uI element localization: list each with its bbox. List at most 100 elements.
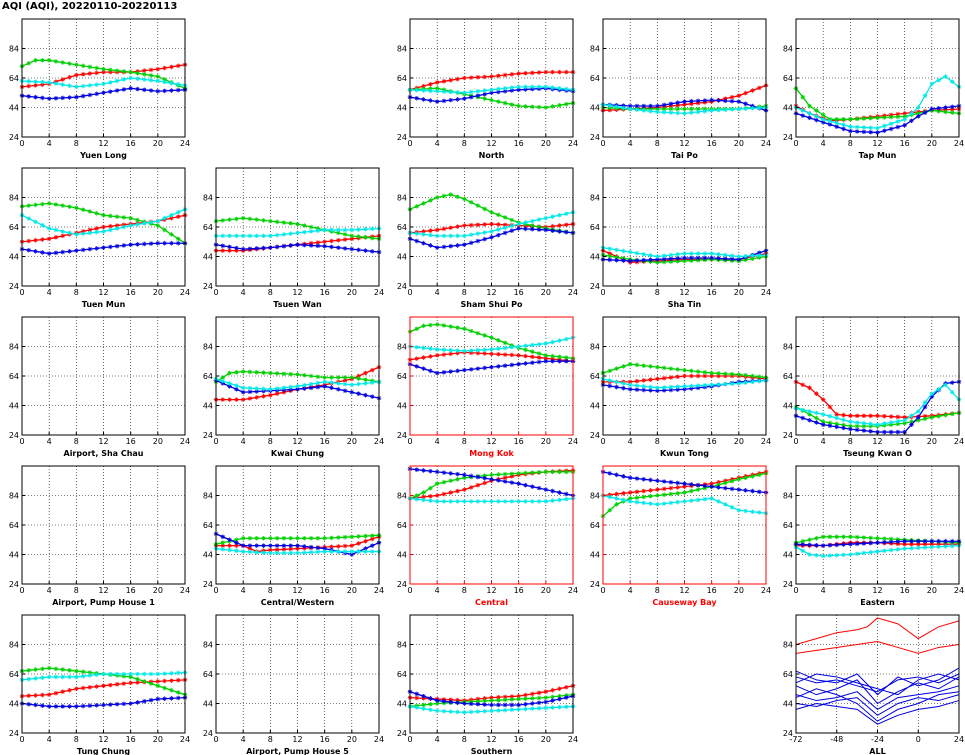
x-tick-label: 12 [679,288,689,297]
x-tick-label: 12 [679,586,689,595]
y-tick-label: 44 [783,104,793,113]
y-tick-label: 64 [9,521,19,530]
panel-tseung-kwan-o: 24 44 64 84 0 4 8 12 16 20 24 Tseung Kwan O [783,316,964,458]
x-tick-label: 20 [541,735,551,744]
panel-kwai-chung: 24 44 64 84 0 4 8 12 16 20 24 Kwai Chung [203,316,384,458]
x-tick-label: 4 [241,288,246,297]
y-tick-label: 24 [397,282,407,291]
x-tick-label: 8 [462,437,467,446]
panel-title: Airport, Pump House 5 [246,747,349,755]
y-tick-label: 44 [783,700,793,709]
x-tick-label: 8 [848,139,853,148]
x-tick-label: 24 [568,437,578,446]
x-tick-label: 24 [954,586,964,595]
panel-mong-kok: 24 44 64 84 0 4 8 12 16 20 24 Mong Kok [397,316,578,458]
x-tick-label: 8 [268,586,273,595]
x-tick-label: 20 [541,437,551,446]
x-tick-label: 16 [126,288,136,297]
x-tick-label: 4 [628,288,633,297]
series-cyan-line [795,75,960,129]
x-tick-label: 4 [628,437,633,446]
x-tick-label: 24 [954,437,964,446]
series-cyan-line [602,494,767,514]
series-cyan-markers [19,207,188,237]
series-blue-line [795,700,960,725]
y-tick-label: 24 [9,729,19,738]
x-tick-label: 12 [486,735,496,744]
y-tick-label: 24 [783,729,793,738]
x-tick-label: 20 [734,288,744,297]
panel-all: 24 44 64 84 -72 -48 -24 0 24 ALL [783,614,964,755]
y-tick-label: 84 [783,641,793,650]
panel-tuen-mun: 24 44 64 84 0 4 8 12 16 20 24 Tuen Mun [9,167,190,309]
x-tick-label: 16 [707,139,717,148]
series-red-line [795,617,960,645]
x-tick-label: 12 [872,586,882,595]
panel-central: 24 44 64 84 0 4 8 12 16 20 24 Central [397,465,578,607]
x-tick-label: 0 [600,586,605,595]
panel-title: ALL [869,747,885,755]
x-tick-label: 16 [126,586,136,595]
x-tick-label: 12 [486,586,496,595]
y-tick-label: 84 [9,492,19,501]
panel-north: 24 44 64 84 0 4 8 12 16 20 24 North [397,18,578,160]
y-tick-label: 64 [203,372,213,381]
x-tick-label: 4 [628,139,633,148]
y-tick-label: 24 [203,580,213,589]
x-tick-label: 0 [19,437,24,446]
y-tick-label: 44 [9,402,19,411]
y-tick-label: 24 [590,580,600,589]
y-tick-label: 44 [397,253,407,262]
panel-title: Southern [471,747,513,755]
x-tick-label: 0 [213,735,218,744]
x-tick-label: 8 [848,437,853,446]
y-tick-label: 64 [397,372,407,381]
x-tick-label: 24 [374,586,384,595]
panel-airport-pump-house-5: 24 44 64 84 0 4 8 12 16 20 24 Airport, Pump House 5 [203,614,384,755]
panel-title: Tseung Kwan O [843,449,912,458]
y-tick-label: 44 [590,104,600,113]
x-tick-label: 12 [98,735,108,744]
y-tick-label: 64 [397,521,407,530]
x-tick-label: 0 [213,586,218,595]
y-tick-label: 84 [203,492,213,501]
x-tick-label: 16 [707,437,717,446]
y-tick-label: 24 [9,431,19,440]
y-tick-label: 64 [397,223,407,232]
y-tick-label: 44 [590,551,600,560]
x-tick-label: 0 [213,288,218,297]
y-tick-label: 24 [397,729,407,738]
panel-yuen-long: 24 44 64 84 0 4 8 12 16 20 24 Yuen Long [9,18,190,160]
y-tick-label: 64 [783,521,793,530]
panel-title: Airport, Pump House 1 [52,598,155,607]
x-tick-label: 0 [600,437,605,446]
panel-title: Tsuen Wan [273,300,322,309]
x-tick-label: 12 [679,437,689,446]
x-tick-label: 12 [486,288,496,297]
x-tick-label: 0 [600,288,605,297]
x-tick-label: 12 [872,437,882,446]
x-tick-label: 24 [761,437,771,446]
x-tick-label: 12 [292,288,302,297]
x-tick-label: 8 [462,139,467,148]
y-tick-label: 84 [783,45,793,54]
y-tick-label: 24 [9,282,19,291]
y-tick-label: 84 [9,343,19,352]
y-tick-label: 64 [590,372,600,381]
y-tick-label: 64 [590,521,600,530]
x-tick-label: 20 [927,139,937,148]
panel-eastern: 24 44 64 84 0 4 8 12 16 20 24 Eastern [783,465,964,607]
panel-title: Sha Tin [668,300,702,309]
x-tick-label: 12 [679,139,689,148]
x-tick-label: 20 [734,586,744,595]
y-tick-label: 44 [397,551,407,560]
x-tick-label: 24 [180,288,190,297]
x-tick-label: 16 [707,288,717,297]
y-tick-label: 44 [397,700,407,709]
x-tick-label: 4 [821,139,826,148]
x-tick-label: 20 [927,586,937,595]
x-tick-label: 16 [126,139,136,148]
y-tick-label: 84 [397,45,407,54]
x-tick-label: 16 [126,437,136,446]
x-tick-label: 16 [514,437,524,446]
